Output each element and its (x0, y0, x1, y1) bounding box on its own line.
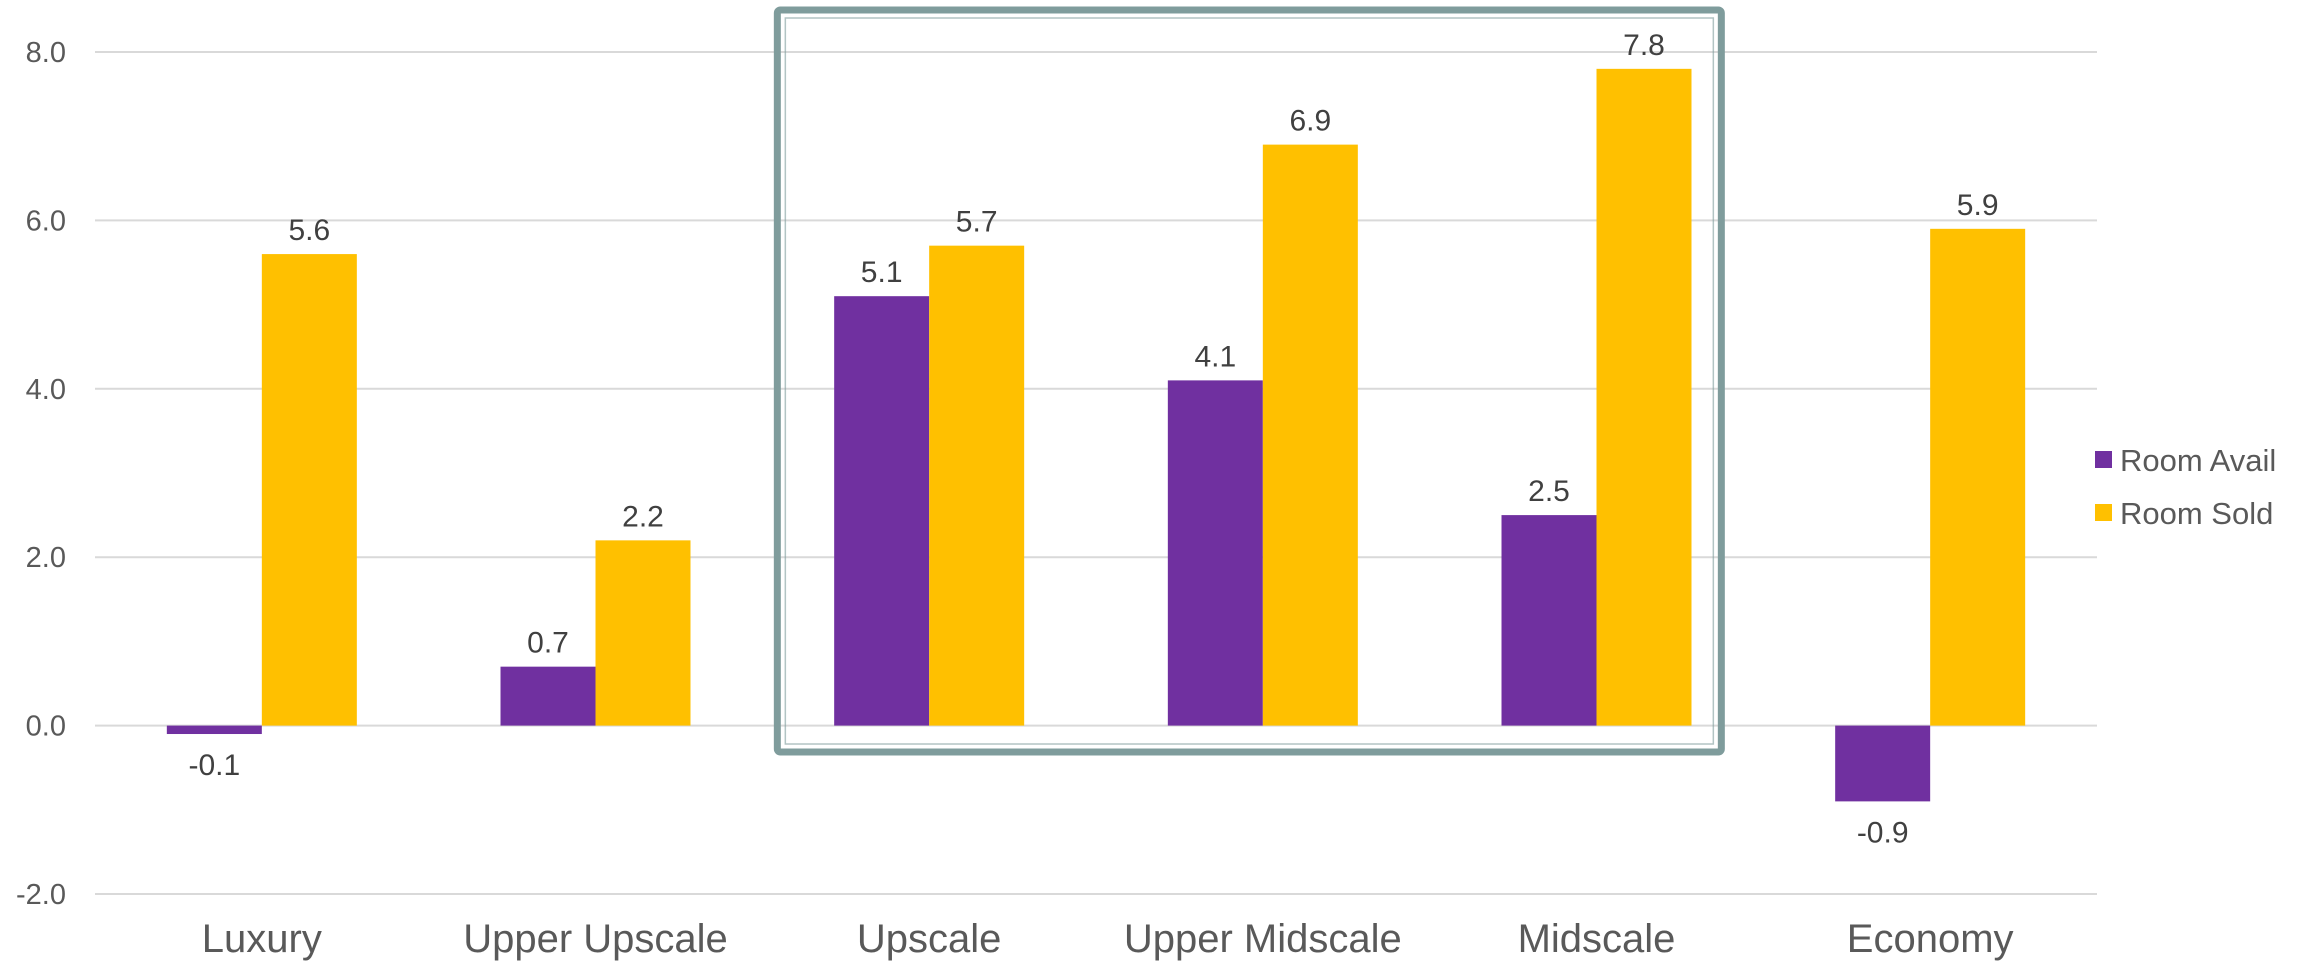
y-axis-tick-labels: -2.0 0.0 2.0 4.0 6.0 8.0 (16, 37, 66, 911)
highlight-box-inner-outline (784, 17, 1715, 745)
data-labels: -0.1 5.6 0.7 2.2 5.1 5.7 4.1 6.9 2.5 7.8 -0.9 5.9 (188, 29, 1998, 850)
x-category-label: Luxury (202, 917, 322, 961)
legend-swatch (2095, 451, 2112, 468)
y-tick-label: -2.0 (16, 879, 66, 911)
y-tick-label: 0.0 (26, 711, 66, 743)
highlight-box-outline (773, 6, 1725, 756)
legend-label: Room Avail (2120, 443, 2276, 478)
x-category-label: Upper Midscale (1124, 917, 1402, 961)
data-label: 2.5 (1528, 475, 1570, 508)
bar-room-avail (1167, 380, 1263, 726)
data-label: -0.9 (1857, 816, 1909, 849)
bars (166, 68, 2026, 802)
data-label: 7.8 (1623, 29, 1665, 62)
bar-room-avail (1835, 725, 1931, 802)
data-label: -0.1 (188, 749, 240, 782)
legend-swatch (2095, 504, 2112, 521)
y-tick-label: 8.0 (26, 37, 66, 69)
bar-room-avail (834, 296, 930, 726)
bar-room-sold (261, 254, 357, 726)
x-category-label: Midscale (1518, 917, 1676, 961)
gridlines (95, 51, 2097, 895)
bar-room-sold (1262, 144, 1358, 726)
legend-label: Room Sold (2120, 496, 2273, 531)
x-category-label: Economy (1847, 917, 2014, 961)
data-label: 4.1 (1194, 340, 1236, 373)
x-category-label: Upper Upscale (463, 917, 728, 961)
bar-room-avail (1501, 515, 1597, 726)
bar-room-avail (500, 666, 596, 726)
data-label: 5.6 (288, 214, 330, 247)
data-label: 5.9 (1957, 189, 1999, 222)
y-tick-label: 4.0 (26, 374, 66, 406)
y-tick-label: 6.0 (26, 205, 66, 237)
highlight-box (773, 6, 1725, 756)
bar-room-sold (929, 245, 1025, 726)
y-tick-label: 2.0 (26, 542, 66, 574)
bar-room-sold (1930, 228, 2026, 726)
data-label: 5.7 (956, 206, 998, 239)
bar-room-sold (1596, 68, 1692, 726)
bar-room-avail (166, 725, 262, 735)
data-label: 5.1 (861, 256, 903, 289)
data-label: 2.2 (622, 500, 664, 533)
x-axis-category-labels: Luxury Upper Upscale Upscale Upper Midscale… (202, 917, 2014, 961)
bar-room-sold (595, 540, 691, 726)
data-label: 6.9 (1289, 105, 1331, 138)
data-label: 0.7 (527, 627, 569, 660)
legend: Room Avail Room Sold (2095, 443, 2276, 531)
x-category-label: Upscale (857, 917, 1002, 961)
